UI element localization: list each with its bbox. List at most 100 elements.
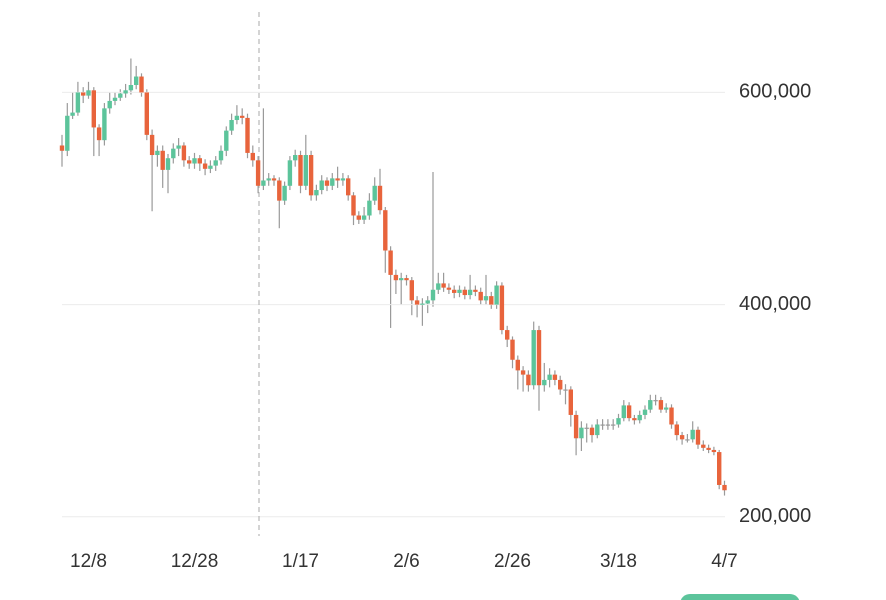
candle-body [605,424,611,426]
candle-body [271,178,277,181]
candle-body [573,414,579,439]
y-tick-label: 400,000 [739,293,811,315]
candle-body [595,424,600,436]
action-button[interactable] [680,594,800,600]
x-tick-label: 1/17 [282,551,319,572]
x-tick-label: 3/18 [600,551,637,572]
candle-body [319,180,324,191]
candle-body [483,296,489,301]
candle-body [653,400,658,402]
candle-body [552,374,558,380]
candle-body [70,112,75,116]
candle-body [229,120,234,131]
candle-body [282,185,287,201]
candle-body [685,439,690,441]
candle-body [711,449,717,453]
candle-body [224,130,229,151]
candle-body [584,427,589,429]
candle-body [467,289,473,296]
candle-body [261,180,266,186]
y-tick-label: 200,000 [739,505,811,527]
candle-body [234,115,240,121]
candle-body [414,300,420,305]
candle-body [187,160,192,164]
candle-body [213,160,218,166]
candle-body [452,289,457,293]
candle-body [457,289,462,293]
candle-body [531,330,536,386]
candle-body [324,180,330,186]
candle-body [648,400,653,410]
candle-body [499,285,505,331]
candle-body [616,418,621,425]
candle-body [446,287,452,290]
candle-body [441,283,446,288]
candle-body [192,158,197,164]
x-tick-label: 2/6 [393,551,419,572]
candle-body [96,127,102,141]
candle-body [181,145,187,161]
candle-body [547,374,552,380]
candle-body [59,145,65,151]
candle-body [176,145,181,149]
candle-body [298,155,303,186]
candle-body [255,160,261,186]
candle-body [128,85,134,91]
candle-body [621,405,626,419]
candle-body [388,250,393,275]
candle-body [218,150,224,161]
candle-body [563,389,568,391]
candle-body [335,178,340,181]
candle-body [515,359,520,371]
candle-body [632,418,637,421]
candle-body [695,429,701,445]
candle-body [308,155,314,196]
candle-body [287,160,293,186]
candle-body [303,155,308,186]
candle-body [377,185,383,211]
candle-body [160,150,165,170]
candle-body [149,134,155,156]
candle-body [626,405,632,419]
candle-body [356,215,361,220]
candle-body [245,117,250,153]
candle-body [611,424,616,426]
candle-body [542,379,547,386]
candle-body [266,178,271,181]
candle-body [165,158,171,170]
candle-body [589,427,595,436]
candle-body [340,178,346,181]
candle-body [81,92,86,96]
candle-body [404,278,409,281]
candle-body [86,90,91,96]
candle-body [690,429,695,440]
candle-body [393,274,399,281]
candle-body [155,150,160,156]
candle-body [361,215,367,220]
candle-body [107,100,112,109]
candle-body [637,414,642,421]
candle-body [664,407,669,410]
candle-body [123,90,128,94]
candle-body [409,280,414,301]
candle-body [314,190,319,196]
candle-body [112,97,118,101]
candle-body [579,427,584,439]
candle-body [505,330,510,340]
candle-body [118,93,123,98]
candle-body [642,409,648,415]
candle-body [197,158,202,164]
candle-body [430,289,436,301]
candle-body [65,115,70,151]
candle-body [202,163,208,169]
candle-body [558,379,563,390]
candle-body [144,92,149,135]
candle-body [658,400,664,410]
candle-body [367,200,372,216]
candle-body [208,165,213,169]
candle-body [674,424,679,436]
candle-body [383,210,388,251]
candle-body [600,424,605,426]
